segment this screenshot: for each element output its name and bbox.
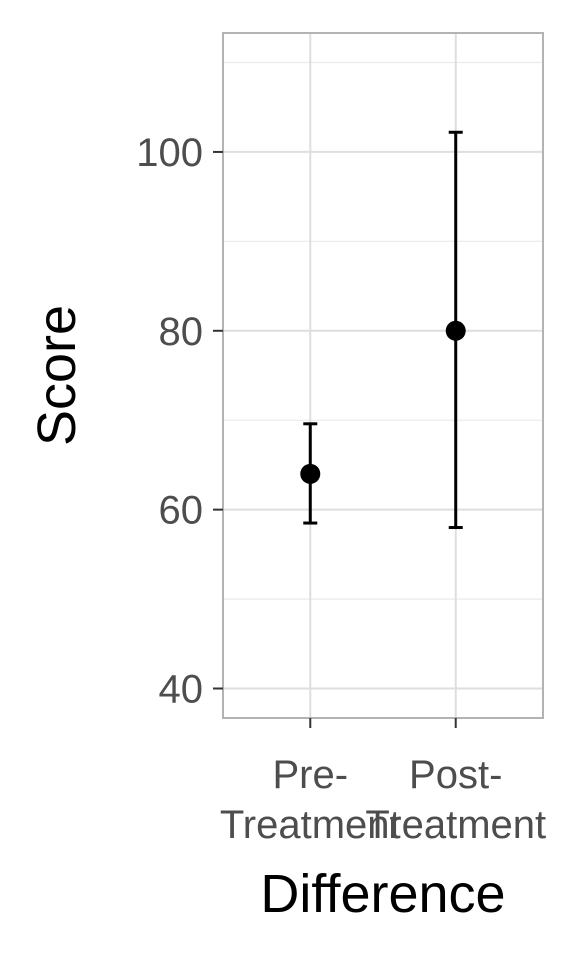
- grid-lines: [223, 33, 543, 718]
- y-axis-title: Score: [27, 305, 87, 446]
- mean-point: [300, 464, 320, 484]
- y-tick-label: 100: [136, 131, 203, 175]
- x-tick-label: Post-Treatment: [365, 753, 546, 847]
- panel-background: [223, 33, 543, 718]
- x-axis-title: Difference: [260, 864, 505, 924]
- y-tick-label: 60: [159, 489, 204, 533]
- y-tick-label: 80: [159, 310, 204, 354]
- mean-point: [446, 321, 466, 341]
- y-tick-label: 40: [159, 667, 204, 711]
